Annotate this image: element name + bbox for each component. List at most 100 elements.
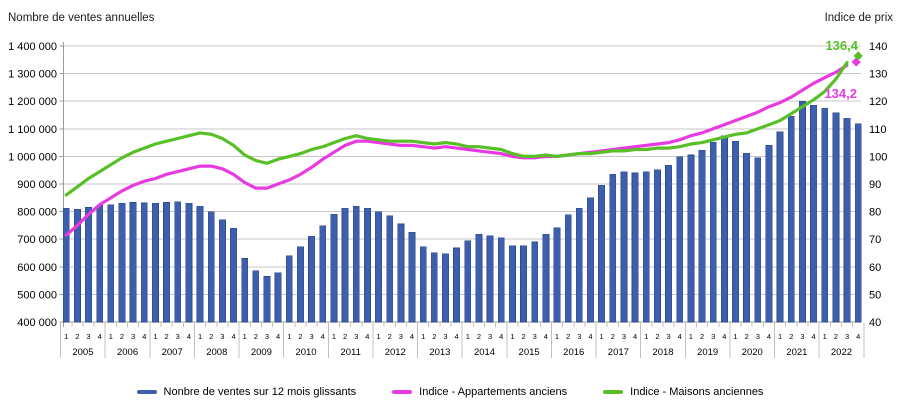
right-axis-tick-label: 110: [869, 124, 887, 136]
quarter-label: 2: [254, 332, 258, 341]
sales-bar: [241, 258, 249, 323]
sales-bar: [732, 140, 739, 323]
quarter-label: 3: [86, 332, 90, 341]
sales-bar: [174, 201, 182, 323]
quarter-label: 3: [443, 332, 447, 341]
sales-bar: [665, 164, 672, 323]
year-label: 2009: [251, 347, 272, 358]
quarter-label: 2: [120, 332, 124, 341]
sales-bar: [642, 171, 650, 323]
quarter-label: 1: [64, 332, 68, 341]
sales-bar: [720, 135, 728, 323]
sales-bar: [442, 253, 449, 323]
sales-bar: [207, 211, 215, 323]
legend-label: Nonbre de ventes sur 12 mois glissants: [163, 386, 357, 398]
quarter-label: 2: [521, 332, 525, 341]
index-line-maisons: [64, 60, 849, 197]
sales-bar: [475, 233, 483, 323]
quarter-label: 1: [153, 332, 157, 341]
left-axis-tick-label: 600 000: [17, 262, 57, 274]
legend-label: Indice - Maisons anciennes: [630, 386, 764, 398]
sales-bar: [765, 145, 773, 323]
quarter-label: 1: [600, 332, 604, 341]
quarter-label: 3: [399, 332, 403, 341]
year-label: 2015: [519, 347, 540, 358]
quarter-label: 1: [243, 332, 247, 341]
quarter-label: 1: [733, 332, 737, 341]
year-label: 2010: [295, 347, 316, 358]
year-label: 2007: [162, 347, 183, 358]
sales-bar: [308, 236, 316, 323]
quarter-label: 1: [332, 332, 336, 341]
sales-bar: [85, 207, 92, 323]
year-label: 2012: [385, 347, 406, 358]
sales-bar: [263, 276, 271, 323]
quarter-label: 3: [845, 332, 849, 341]
quarter-label: 2: [209, 332, 213, 341]
quarter-label: 1: [466, 332, 470, 341]
quarter-label: 4: [321, 332, 325, 341]
sales-bar: [520, 245, 527, 323]
sales-bar: [631, 172, 639, 323]
sales-bar: [743, 152, 751, 323]
quarter-label: 1: [109, 332, 113, 341]
sales-bar: [408, 232, 416, 323]
quarter-label: 1: [555, 332, 559, 341]
sales-bar: [776, 131, 784, 323]
sales-bar: [754, 157, 762, 323]
quarter-label: 4: [187, 332, 191, 341]
year-label: 2019: [697, 347, 718, 358]
sales-bar: [218, 219, 226, 323]
quarter-label: 1: [644, 332, 648, 341]
right-axis-tick-label: 70: [869, 234, 881, 246]
sales-bar: [152, 203, 159, 323]
left-axis-tick-label: 900 000: [17, 179, 57, 191]
quarter-label: 4: [98, 332, 102, 341]
quarter-label: 4: [588, 332, 592, 341]
sales-bar: [687, 154, 695, 323]
year-label: 2017: [608, 347, 629, 358]
index-line-appartements: [64, 63, 849, 237]
quarter-label: 3: [711, 332, 715, 341]
sales-bar: [821, 107, 829, 323]
quarter-label: 2: [566, 332, 570, 341]
quarter-label: 1: [689, 332, 693, 341]
sales-bar: [129, 202, 137, 323]
quarter-label: 4: [811, 332, 815, 341]
right-axis-tick-label: 120: [869, 96, 887, 108]
year-label: 2020: [742, 347, 763, 358]
sales-bar: [297, 246, 304, 323]
quarter-label: 4: [544, 332, 548, 341]
sales-bar: [274, 272, 282, 323]
quarter-label: 1: [376, 332, 380, 341]
year-label: 2014: [474, 347, 495, 358]
quarter-label: 3: [265, 332, 269, 341]
year-label: 2005: [72, 347, 93, 358]
quarter-label: 4: [722, 332, 726, 341]
sales-bar: [430, 252, 438, 323]
sales-bar: [709, 141, 717, 323]
quarter-label: 3: [310, 332, 314, 341]
right-axis-tick-label: 80: [869, 207, 881, 219]
quarter-label: 1: [510, 332, 514, 341]
sales-bar: [564, 214, 572, 323]
year-label: 2008: [206, 347, 227, 358]
left-axis-tick-label: 800 000: [17, 207, 57, 219]
sales-bar: [73, 209, 81, 323]
quarter-label: 4: [499, 332, 503, 341]
sales-bar: [107, 204, 115, 323]
legend-item-2: Indice - Maisons anciennes: [603, 386, 763, 398]
left-axis-tick-label: 400 000: [17, 317, 57, 329]
chart-legend: Nonbre de ventes sur 12 mois glissants In…: [0, 386, 900, 398]
legend-swatch-icon: [136, 390, 157, 394]
sales-bar: [419, 246, 427, 323]
left-axis-tick-label: 1 000 000: [8, 151, 57, 163]
year-label: 2021: [786, 347, 807, 358]
sales-bar: [375, 211, 382, 323]
quarter-label: 1: [778, 332, 782, 341]
left-axis-tick-label: 1 200 000: [8, 96, 57, 108]
quarter-label: 2: [655, 332, 659, 341]
last-point-diamond-maisons: [853, 51, 863, 61]
quarter-label: 4: [856, 332, 860, 341]
